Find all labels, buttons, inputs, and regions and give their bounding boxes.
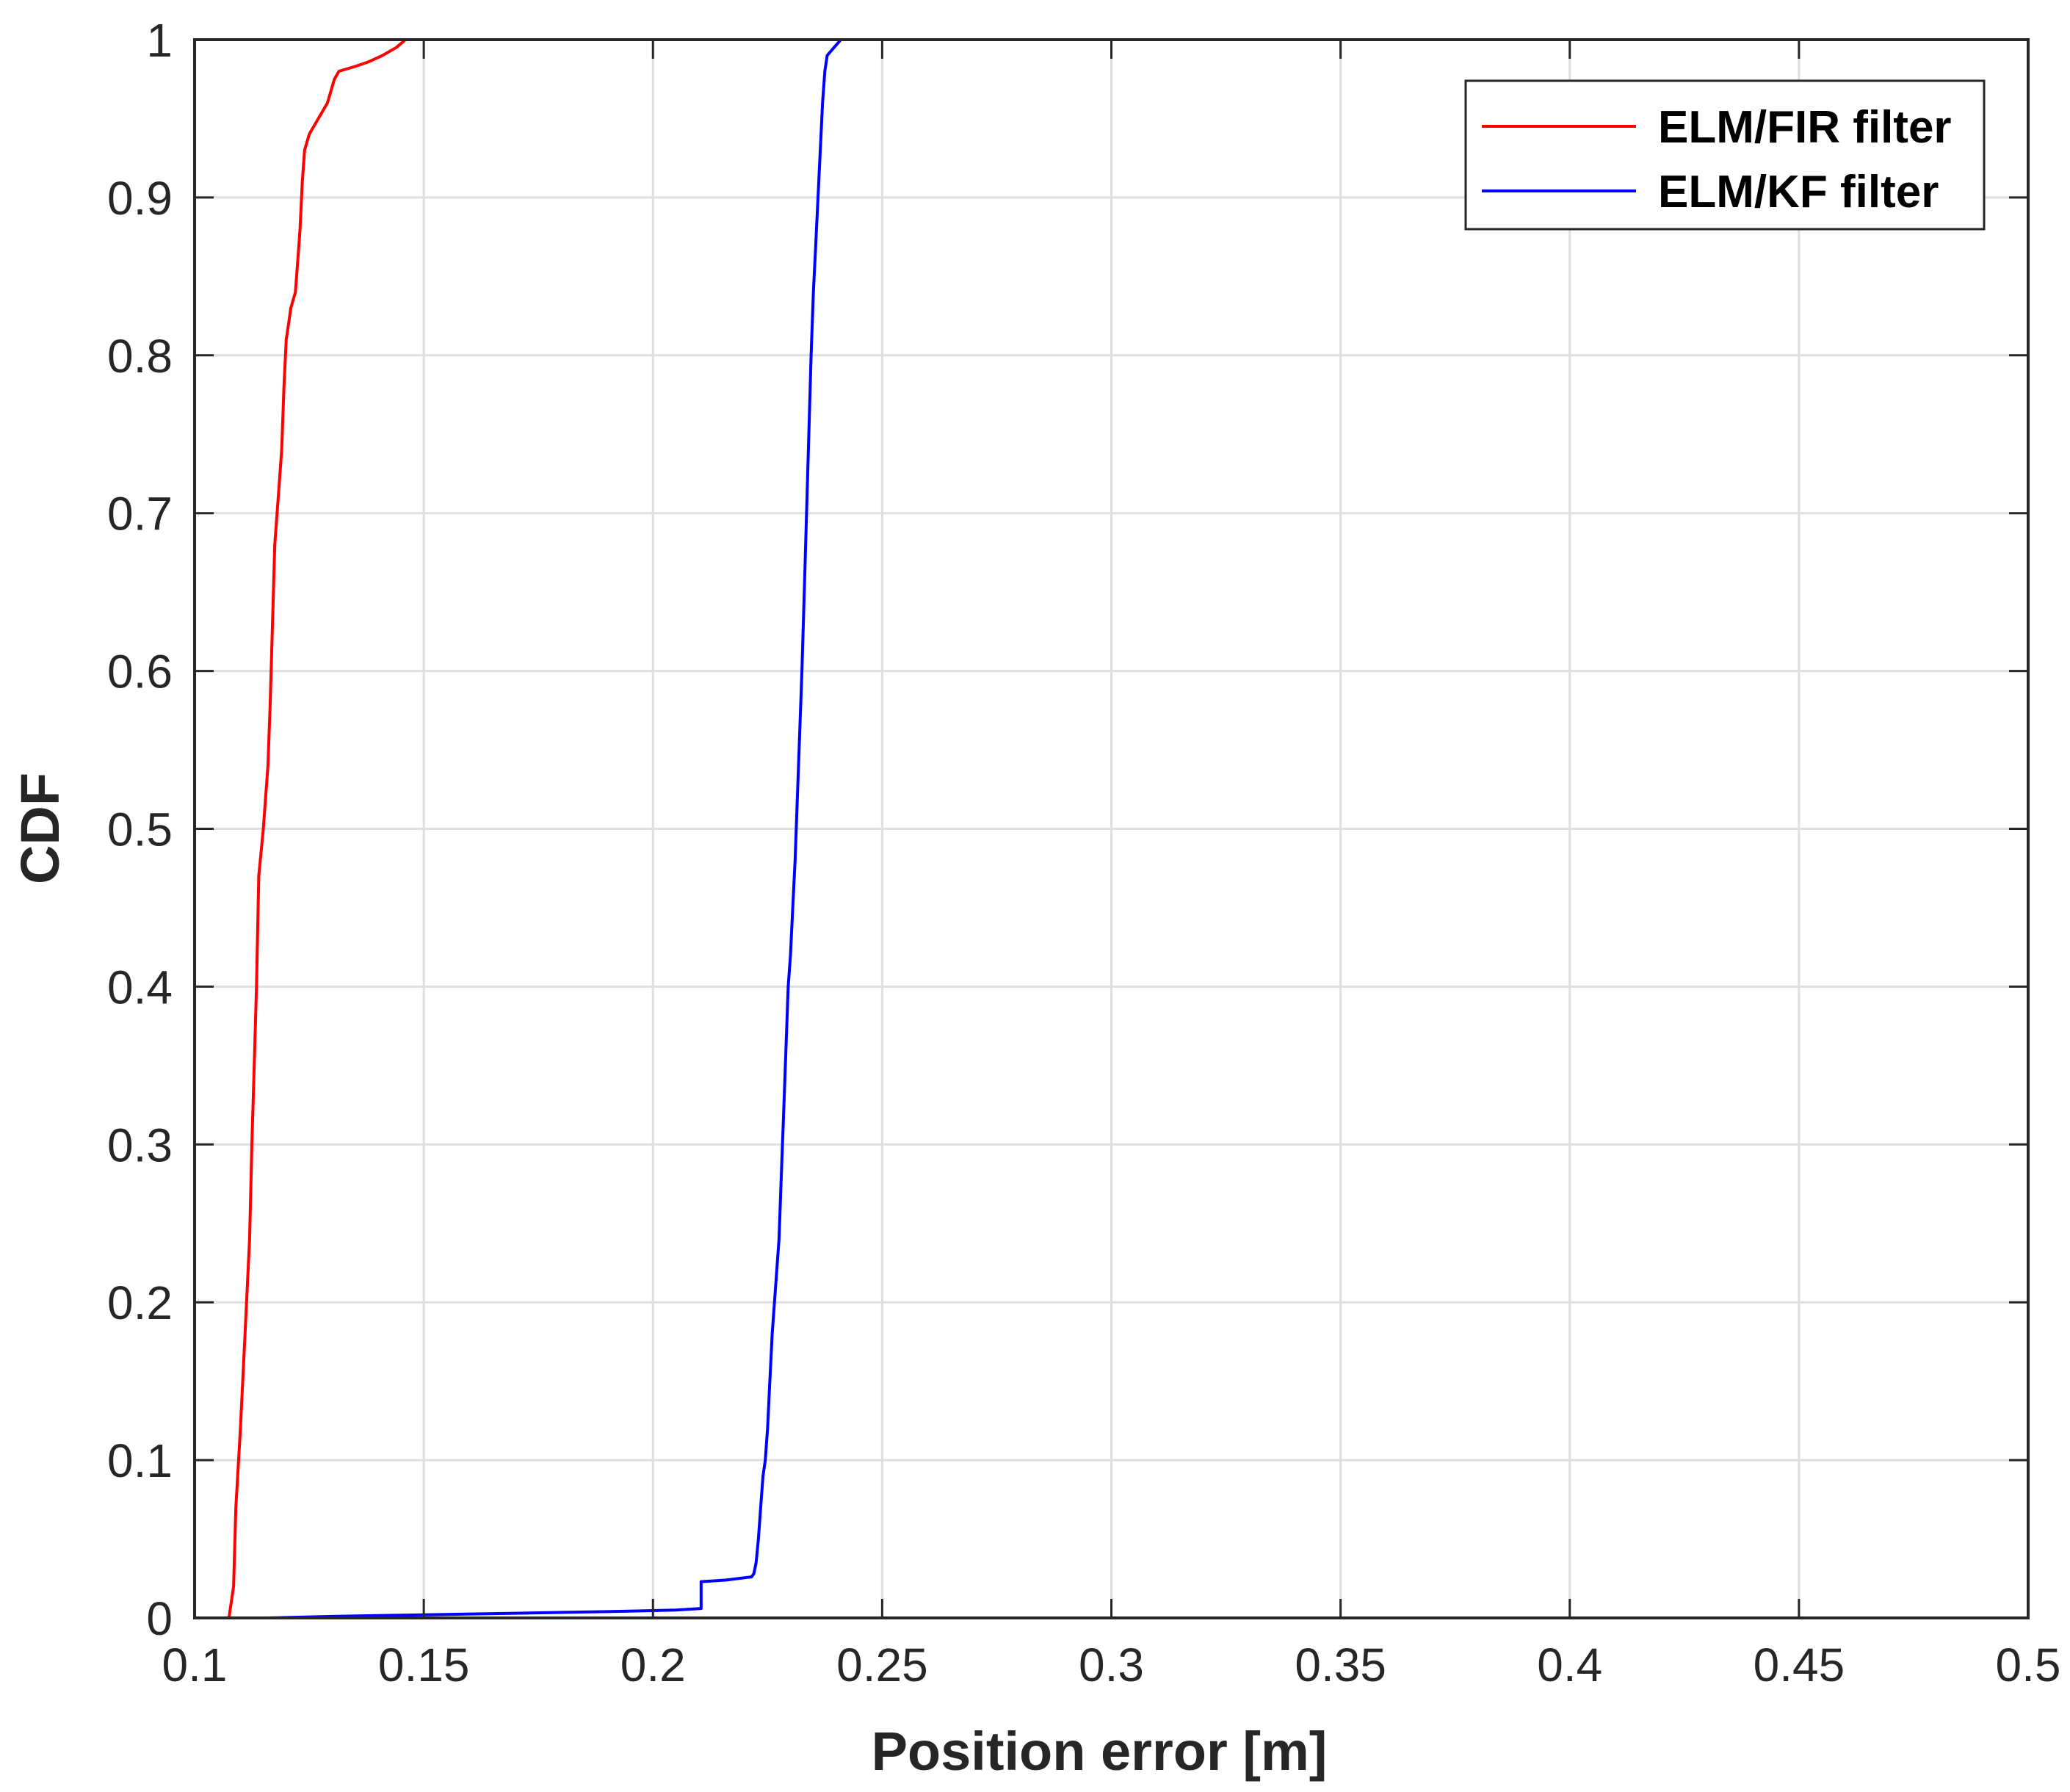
y-axis-label: CDF (10, 773, 70, 884)
y-tick-label: 0.4 (107, 961, 173, 1014)
series-lines (227, 38, 1875, 1619)
x-tick-label: 0.15 (378, 1639, 470, 1691)
tick-labels: 0.1 0.15 0.2 0.25 0.3 0.35 0.4 0.45 0.500.10.20.… (107, 14, 2060, 1691)
y-tick-label: 0.7 (107, 488, 173, 541)
series-line-elm-kf (267, 38, 1875, 1619)
axes (193, 38, 2030, 1619)
x-tick-label: 0.3 (1079, 1639, 1144, 1691)
y-tick-label: 0.1 (107, 1434, 173, 1487)
y-tick-label: 0.3 (107, 1119, 173, 1171)
legend-box (1464, 79, 1986, 231)
legend-label-elm-fir: ELM/FIR filter (1658, 102, 1952, 153)
legend: ELM/FIR filter ELM/KF filter (1464, 79, 1986, 231)
x-tick-label: 0.25 (836, 1639, 928, 1691)
grid-lines (193, 38, 2030, 1619)
y-tick-label: 0 (146, 1592, 173, 1645)
x-axis-label: Position error [m] (872, 1721, 1328, 1782)
y-tick-label: 0.9 (107, 172, 173, 225)
y-tick-label: 1 (146, 14, 173, 67)
y-tick-label: 0.5 (107, 803, 173, 856)
y-tick-label: 0.6 (107, 646, 173, 698)
legend-label-elm-kf: ELM/KF filter (1658, 167, 1939, 217)
x-tick-label: 0.5 (1996, 1639, 2061, 1691)
y-tick-label: 0.8 (107, 330, 173, 383)
x-tick-label: 0.4 (1537, 1639, 1602, 1691)
x-tick-label: 0.35 (1295, 1639, 1386, 1691)
axes-box (193, 38, 2030, 1619)
x-tick-label: 0.2 (620, 1639, 686, 1691)
y-tick-label: 0.2 (107, 1276, 173, 1329)
x-tick-label: 0.1 (162, 1639, 228, 1691)
x-tick-label: 0.45 (1754, 1639, 1845, 1691)
series-line-elm-fir (227, 38, 836, 1619)
